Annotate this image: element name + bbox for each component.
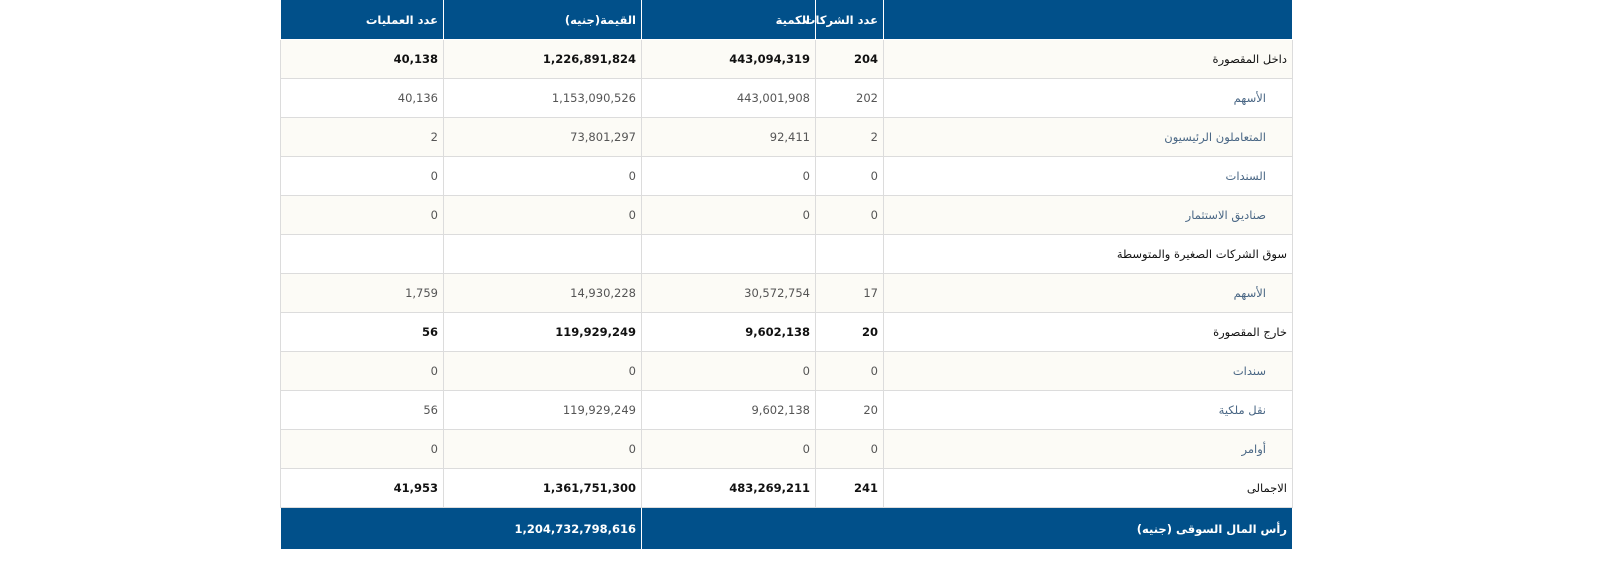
table-row: خارج المقصورة 20 9,602,138 119,929,249 56 xyxy=(280,312,1293,352)
table-row: المتعاملون الرئيسيون 2 92,411 73,801,297 2 xyxy=(280,117,1293,157)
cell-value: 1,361,751,300 xyxy=(443,468,642,508)
cell-operations: 0 xyxy=(280,195,444,235)
cell-value: 0 xyxy=(443,156,642,196)
cell-companies: 20 xyxy=(815,312,884,352)
cell-value: 73,801,297 xyxy=(443,117,642,157)
market-cap-row: رأس المال السوقى (جنيه) 1,204,732,798,61… xyxy=(280,507,1293,550)
cell-operations xyxy=(280,234,444,274)
cell-label: أوامر xyxy=(883,429,1293,469)
cell-label: نقل ملكية xyxy=(883,390,1293,430)
cell-operations: 56 xyxy=(280,312,444,352)
header-quantity: الكمية xyxy=(641,0,816,40)
cell-value: 119,929,249 xyxy=(443,312,642,352)
cell-quantity: 0 xyxy=(641,429,816,469)
cell-companies: 241 xyxy=(815,468,884,508)
table-header-row: عدد الشركات الكمية القيمة(جنيه) عدد العم… xyxy=(280,0,1293,40)
header-operations: عدد العمليات xyxy=(280,0,444,40)
market-cap-value: 1,204,732,798,616 xyxy=(280,507,642,550)
cell-label: المتعاملون الرئيسيون xyxy=(883,117,1293,157)
cell-operations: 40,136 xyxy=(280,78,444,118)
cell-operations: 1,759 xyxy=(280,273,444,313)
header-companies: عدد الشركات xyxy=(804,0,884,40)
table-row: داخل المقصورة 204 443,094,319 1,226,891,824… xyxy=(280,39,1293,79)
cell-companies: 0 xyxy=(815,195,884,235)
table-row: نقل ملكية 20 9,602,138 119,929,249 56 xyxy=(280,390,1293,430)
cell-quantity: 92,411 xyxy=(641,117,816,157)
cell-quantity: 30,572,754 xyxy=(641,273,816,313)
cell-quantity: 9,602,138 xyxy=(641,390,816,430)
cell-value: 1,226,891,824 xyxy=(443,39,642,79)
cell-label: سندات xyxy=(883,351,1293,391)
header-label xyxy=(883,0,1293,40)
table-row: أوامر 0 0 0 0 xyxy=(280,429,1293,469)
table-row: الاجمالى 241 483,269,211 1,361,751,300 41,95… xyxy=(280,468,1293,508)
cell-quantity: 0 xyxy=(641,156,816,196)
cell-operations: 0 xyxy=(280,156,444,196)
cell-operations: 0 xyxy=(280,429,444,469)
cell-quantity: 0 xyxy=(641,195,816,235)
cell-value xyxy=(443,234,642,274)
cell-quantity xyxy=(641,234,816,274)
cell-quantity: 443,094,319 xyxy=(641,39,816,79)
table-row: سندات 0 0 0 0 xyxy=(280,351,1293,391)
table-row: الأسهم 202 443,001,908 1,153,090,526 40,136 xyxy=(280,78,1293,118)
cell-companies: 20 xyxy=(815,390,884,430)
cell-companies: 0 xyxy=(815,156,884,196)
header-value: القيمة(جنيه) xyxy=(443,0,642,40)
cell-quantity: 9,602,138 xyxy=(641,312,816,352)
cell-value: 1,153,090,526 xyxy=(443,78,642,118)
table-row: الأسهم 17 30,572,754 14,930,228 1,759 xyxy=(280,273,1293,313)
cell-operations: 40,138 xyxy=(280,39,444,79)
cell-value: 119,929,249 xyxy=(443,390,642,430)
cell-operations: 56 xyxy=(280,390,444,430)
cell-quantity: 0 xyxy=(641,351,816,391)
cell-label: الأسهم xyxy=(883,78,1293,118)
cell-label: داخل المقصورة xyxy=(883,39,1293,79)
table-row: صناديق الاستثمار 0 0 0 0 xyxy=(280,195,1293,235)
cell-value: 0 xyxy=(443,429,642,469)
cell-label: سوق الشركات الصغيرة والمتوسطة xyxy=(883,234,1293,274)
cell-label: صناديق الاستثمار xyxy=(883,195,1293,235)
cell-label: خارج المقصورة xyxy=(883,312,1293,352)
cell-companies: 2 xyxy=(815,117,884,157)
cell-operations: 0 xyxy=(280,351,444,391)
cell-operations: 41,953 xyxy=(280,468,444,508)
cell-label: الاجمالى xyxy=(883,468,1293,508)
table-row: السندات 0 0 0 0 xyxy=(280,156,1293,196)
cell-label: السندات xyxy=(883,156,1293,196)
cell-operations: 2 xyxy=(280,117,444,157)
cell-companies: 0 xyxy=(815,429,884,469)
cell-companies xyxy=(815,234,884,274)
market-cap-label: رأس المال السوقى (جنيه) xyxy=(641,507,1293,550)
cell-companies: 202 xyxy=(815,78,884,118)
cell-value: 0 xyxy=(443,351,642,391)
cell-companies: 0 xyxy=(815,351,884,391)
cell-companies: 204 xyxy=(815,39,884,79)
cell-label: الأسهم xyxy=(883,273,1293,313)
table-row: سوق الشركات الصغيرة والمتوسطة xyxy=(280,234,1293,274)
cell-value: 14,930,228 xyxy=(443,273,642,313)
market-summary-table: عدد الشركات الكمية القيمة(جنيه) عدد العم… xyxy=(280,0,1293,550)
cell-quantity: 443,001,908 xyxy=(641,78,816,118)
cell-companies: 17 xyxy=(815,273,884,313)
cell-value: 0 xyxy=(443,195,642,235)
cell-quantity: 483,269,211 xyxy=(641,468,816,508)
